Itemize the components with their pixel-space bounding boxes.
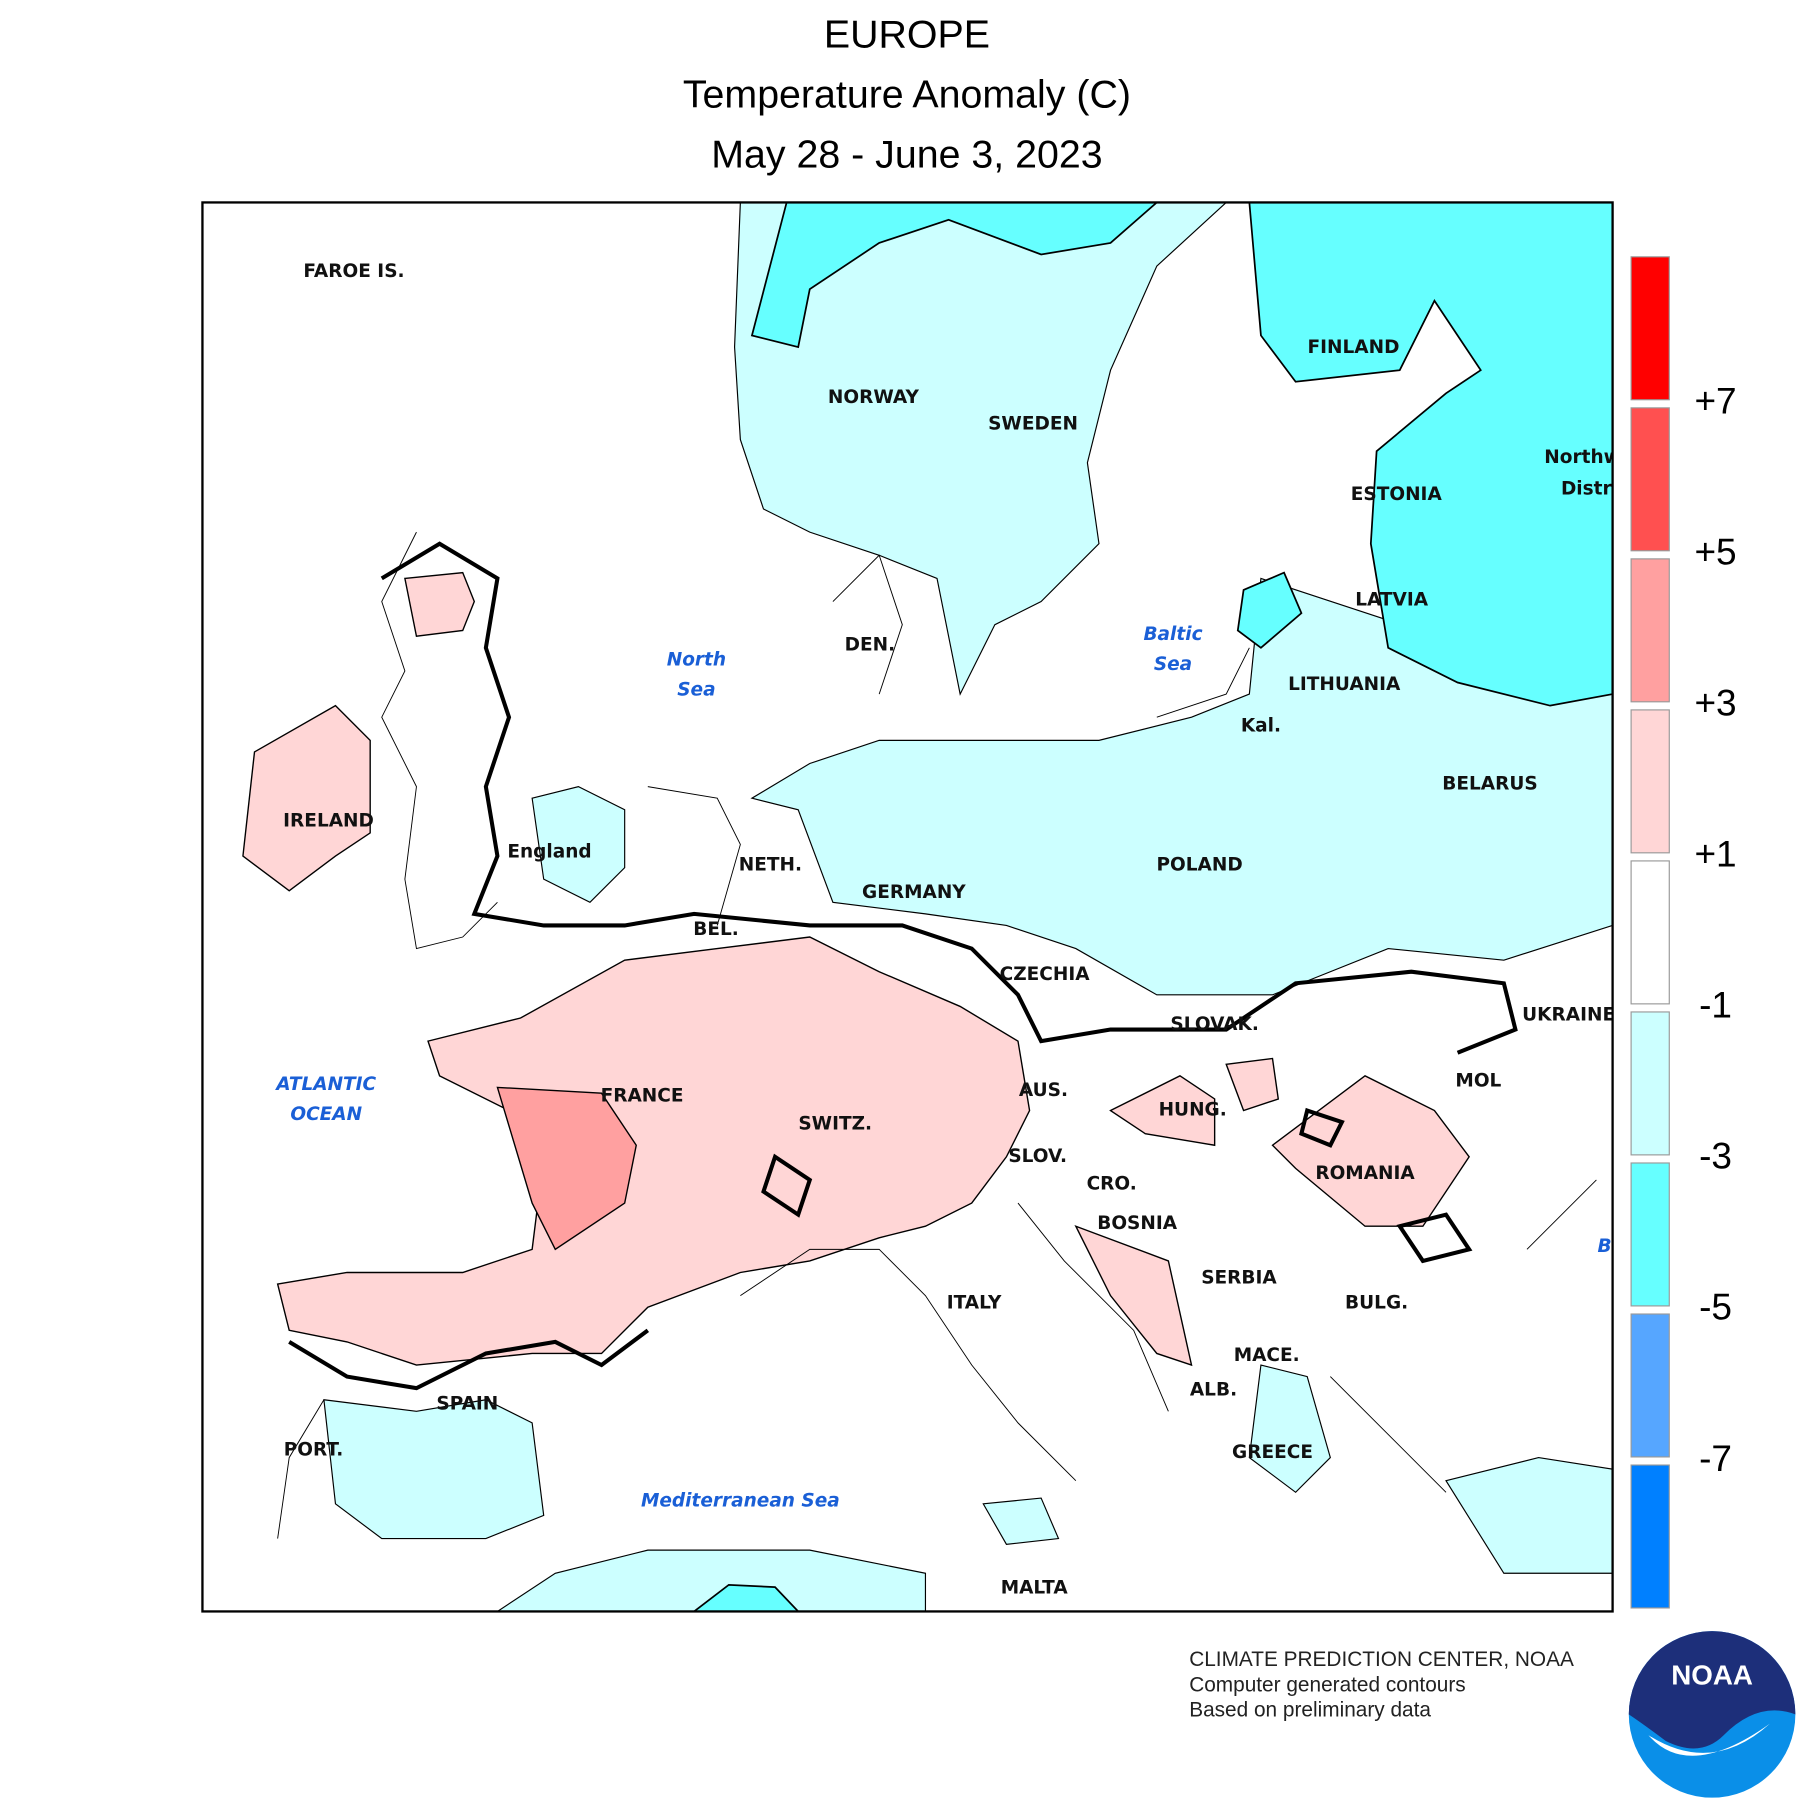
colorbar-swatch	[1630, 1313, 1670, 1458]
country-label: SWEDEN	[988, 414, 1078, 435]
map-labels: FAROE IS. NORWAY SWEDEN FINLAND ESTONIA LATVI…	[274, 261, 1620, 1598]
colorbar-swatch	[1630, 1162, 1670, 1307]
sea-label: Baltic	[1143, 624, 1202, 645]
country-label: Distri	[1561, 478, 1618, 499]
country-label: CZECHIA	[1000, 964, 1091, 985]
country-label: BOSNIA	[1097, 1213, 1178, 1234]
country-label: SLOV.	[1008, 1146, 1067, 1167]
map: FAROE IS. NORWAY SWEDEN FINLAND ESTONIA LATVI…	[202, 202, 1620, 1612]
sea-label: ATLANTIC	[274, 1074, 376, 1095]
country-label: ESTONIA	[1351, 484, 1443, 505]
country-label: PORT.	[284, 1440, 344, 1461]
footer: CLIMATE PREDICTION CENTER, NOAA Computer…	[1189, 1648, 1574, 1722]
footer-line: Based on preliminary data	[1189, 1699, 1431, 1722]
sea-label: Sea	[1154, 654, 1192, 675]
colorbar: +7 +5 +3 +1 -1 -3 -5 -7	[1630, 256, 1737, 1609]
country-label: GERMANY	[862, 882, 966, 903]
country-label: POLAND	[1156, 854, 1242, 875]
colorbar-swatch	[1630, 558, 1670, 703]
country-label: CRO.	[1087, 1174, 1137, 1195]
country-label: NETH.	[739, 854, 802, 875]
country-label: IRELAND	[283, 810, 374, 831]
country-label: BELARUS	[1442, 773, 1537, 794]
colorbar-tick-label: -3	[1699, 1135, 1732, 1177]
colorbar-tick-label: +5	[1694, 531, 1736, 573]
country-label: LATVIA	[1355, 589, 1428, 610]
country-label: ALB.	[1190, 1379, 1237, 1400]
colorbar-swatch	[1630, 860, 1670, 1005]
colorbar-swatch	[1630, 709, 1670, 854]
country-label: BULG.	[1345, 1293, 1408, 1314]
colorbar-tick-label: -7	[1699, 1437, 1732, 1479]
colorbar-tick-label: +3	[1694, 682, 1736, 724]
country-label: LITHUANIA	[1288, 674, 1401, 695]
footer-line: CLIMATE PREDICTION CENTER, NOAA	[1189, 1648, 1574, 1671]
country-label: FINLAND	[1307, 337, 1399, 358]
sea-label: Sea	[677, 680, 715, 701]
country-label: MOL	[1455, 1071, 1501, 1092]
colorbar-swatch	[1630, 256, 1670, 401]
sea-label: North	[667, 650, 726, 671]
country-label: SWITZ.	[798, 1113, 872, 1134]
country-label: HUNG.	[1159, 1100, 1227, 1121]
sea-label: Mediterranean Sea	[641, 1491, 840, 1512]
country-label: ROMANIA	[1315, 1163, 1415, 1184]
colorbar-swatch	[1630, 1464, 1670, 1609]
country-label: FRANCE	[601, 1086, 684, 1107]
country-label: NORWAY	[828, 387, 920, 408]
country-label: SPAIN	[436, 1393, 498, 1414]
country-label: FAROE IS.	[303, 261, 404, 282]
map-frame	[201, 201, 1614, 1613]
country-label: AUS.	[1019, 1080, 1068, 1101]
colorbar-swatch	[1630, 407, 1670, 552]
sea-label: B	[1597, 1236, 1611, 1257]
country-label: DEN.	[845, 635, 896, 656]
colorbar-swatch	[1630, 1011, 1670, 1156]
footer-line: Computer generated contours	[1189, 1673, 1466, 1696]
country-label: ITALY	[947, 1293, 1002, 1314]
region-title: EUROPE	[824, 12, 990, 56]
colorbar-tick-label: +1	[1694, 833, 1736, 875]
country-label: BEL.	[693, 919, 739, 940]
map-title: Temperature Anomaly (C)	[683, 73, 1131, 117]
noaa-logo: NOAA	[1628, 1631, 1796, 1798]
colorbar-tick-label: +7	[1694, 380, 1736, 422]
country-label: UKRAINE	[1522, 1005, 1615, 1026]
colorbar-tick-label: -5	[1699, 1286, 1732, 1328]
colorbar-tick-label: -1	[1699, 984, 1732, 1026]
country-label: SLOVAK.	[1170, 1014, 1258, 1035]
country-label: England	[507, 842, 591, 863]
sea-label: OCEAN	[290, 1104, 362, 1125]
country-label: SERBIA	[1201, 1267, 1277, 1288]
country-label: MALTA	[1001, 1577, 1069, 1598]
country-label: Kal.	[1241, 715, 1281, 736]
country-label: Northw	[1544, 447, 1620, 468]
country-label: MACE.	[1234, 1345, 1300, 1366]
logo-text: NOAA	[1671, 1660, 1753, 1691]
country-label: GREECE	[1232, 1442, 1313, 1463]
period: May 28 - June 3, 2023	[711, 133, 1102, 177]
